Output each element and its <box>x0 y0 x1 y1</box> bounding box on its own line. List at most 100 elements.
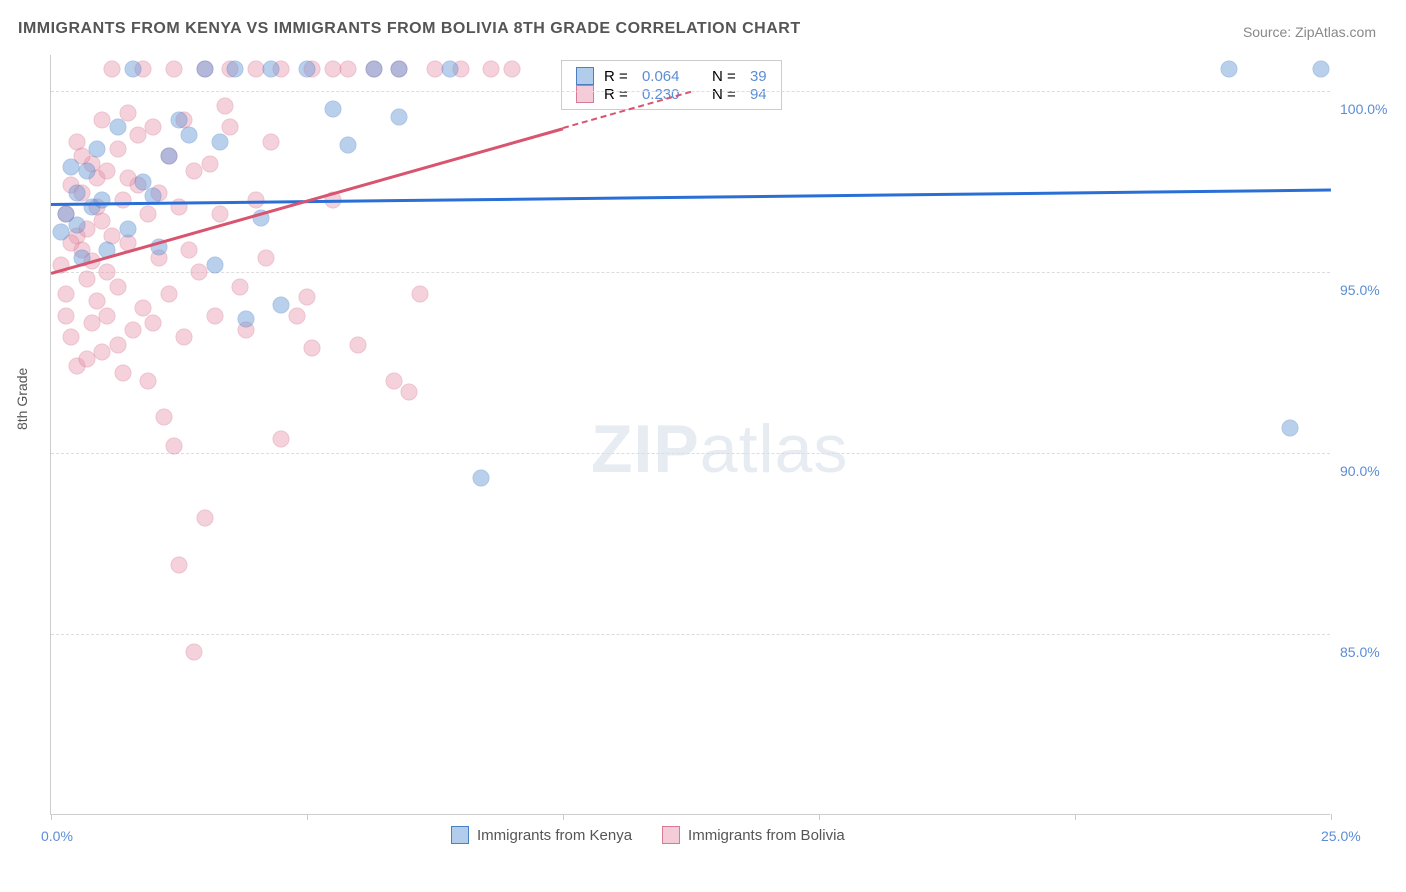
y-tick-label: 85.0% <box>1340 644 1400 660</box>
data-point <box>211 206 228 223</box>
data-point <box>89 141 106 158</box>
legend-item-kenya: Immigrants from Kenya <box>451 826 632 844</box>
n-label: N = <box>712 68 740 85</box>
data-point <box>339 61 356 78</box>
x-tick-label: 25.0% <box>1321 828 1361 844</box>
data-point <box>339 137 356 154</box>
x-tick-label: 0.0% <box>41 828 73 844</box>
data-point <box>181 242 198 259</box>
data-point <box>386 372 403 389</box>
legend-label-bolivia: Immigrants from Bolivia <box>688 827 845 844</box>
x-tick <box>1075 814 1076 820</box>
data-point <box>160 285 177 302</box>
data-point <box>401 383 418 400</box>
data-point <box>78 162 95 179</box>
y-tick-label: 90.0% <box>1340 463 1400 479</box>
data-point <box>176 329 193 346</box>
x-tick <box>51 814 52 820</box>
data-point <box>263 133 280 150</box>
watermark-rest: atlas <box>700 411 849 487</box>
data-point <box>288 307 305 324</box>
series-legend: Immigrants from Kenya Immigrants from Bo… <box>451 826 845 844</box>
data-point <box>140 372 157 389</box>
data-point <box>63 159 80 176</box>
data-point <box>1220 61 1237 78</box>
data-point <box>222 119 239 136</box>
data-point <box>273 430 290 447</box>
data-point <box>299 289 316 306</box>
data-point <box>365 61 382 78</box>
swatch-bolivia-icon <box>576 85 594 103</box>
data-point <box>232 278 249 295</box>
data-point <box>140 206 157 223</box>
data-point <box>237 311 254 328</box>
data-point <box>104 61 121 78</box>
y-axis-label: 8th Grade <box>14 368 30 430</box>
data-point <box>324 101 341 118</box>
r-label: R = <box>604 86 632 103</box>
data-point <box>186 644 203 661</box>
data-point <box>99 162 116 179</box>
data-point <box>58 307 75 324</box>
data-point <box>211 133 228 150</box>
data-point <box>201 155 218 172</box>
data-point <box>68 184 85 201</box>
data-point <box>119 104 136 121</box>
n-value-kenya: 39 <box>750 68 767 85</box>
data-point <box>483 61 500 78</box>
data-point <box>191 264 208 281</box>
chart-title: IMMIGRANTS FROM KENYA VS IMMIGRANTS FROM… <box>18 20 801 38</box>
data-point <box>411 285 428 302</box>
x-tick <box>819 814 820 820</box>
data-point <box>94 191 111 208</box>
data-point <box>304 340 321 357</box>
data-point <box>145 314 162 331</box>
gridline <box>51 453 1330 454</box>
data-point <box>350 336 367 353</box>
data-point <box>83 314 100 331</box>
data-point <box>78 351 95 368</box>
data-point <box>145 119 162 136</box>
n-label: N = <box>712 86 740 103</box>
data-point <box>124 322 141 339</box>
data-point <box>109 278 126 295</box>
legend-label-kenya: Immigrants from Kenya <box>477 827 632 844</box>
correlation-legend: R = 0.064 N = 39 R = 0.230 N = 94 <box>561 60 782 110</box>
data-point <box>114 191 131 208</box>
data-point <box>63 329 80 346</box>
data-point <box>119 220 136 237</box>
swatch-kenya-icon <box>576 67 594 85</box>
data-point <box>109 141 126 158</box>
x-tick <box>1331 814 1332 820</box>
data-point <box>1282 419 1299 436</box>
swatch-kenya-icon <box>451 826 469 844</box>
data-point <box>68 217 85 234</box>
data-point <box>186 162 203 179</box>
data-point <box>391 108 408 125</box>
data-point <box>119 170 136 187</box>
data-point <box>263 61 280 78</box>
y-tick-label: 95.0% <box>1340 282 1400 298</box>
data-point <box>58 285 75 302</box>
data-point <box>391 61 408 78</box>
data-point <box>258 249 275 266</box>
data-point <box>114 365 131 382</box>
data-point <box>94 343 111 360</box>
chart-plot-area: ZIPatlas R = 0.064 N = 39 R = 0.230 N = … <box>50 55 1330 815</box>
source-attribution: Source: ZipAtlas.com <box>1243 24 1376 40</box>
gridline <box>51 634 1330 635</box>
x-tick <box>307 814 308 820</box>
legend-row-kenya: R = 0.064 N = 39 <box>576 67 767 85</box>
data-point <box>442 61 459 78</box>
data-point <box>473 470 490 487</box>
data-point <box>160 148 177 165</box>
watermark: ZIPatlas <box>591 410 848 488</box>
data-point <box>206 307 223 324</box>
data-point <box>1312 61 1329 78</box>
data-point <box>227 61 244 78</box>
data-point <box>109 336 126 353</box>
data-point <box>53 224 70 241</box>
data-point <box>165 437 182 454</box>
n-value-bolivia: 94 <box>750 86 767 103</box>
y-tick-label: 100.0% <box>1340 101 1400 117</box>
